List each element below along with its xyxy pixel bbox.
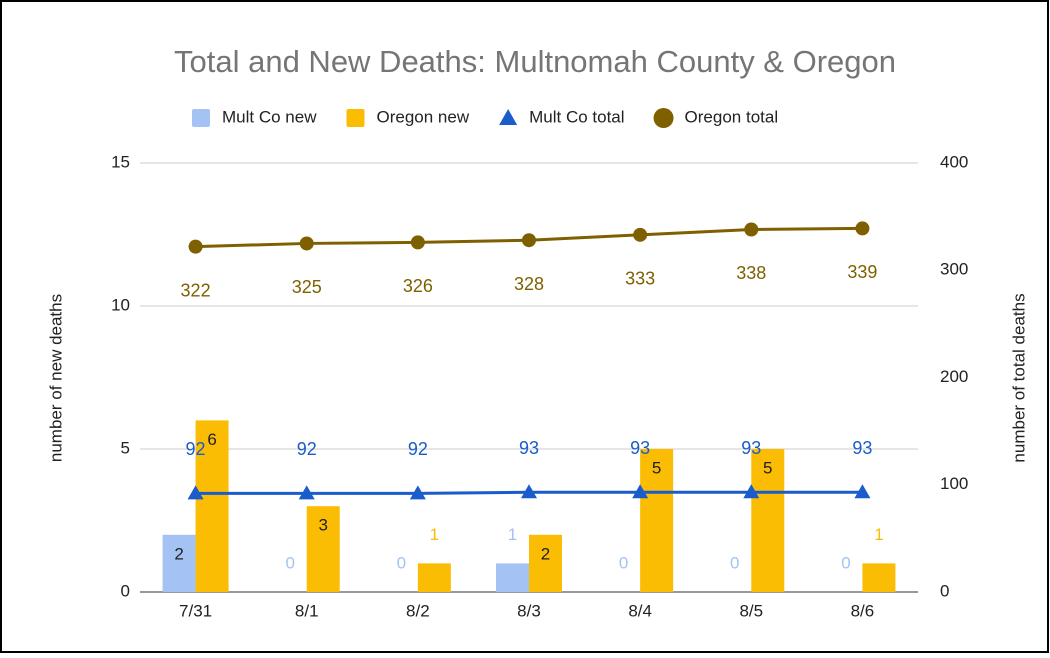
marker (187, 485, 204, 500)
y-tick-label: 10 (111, 295, 130, 314)
x-tick-label: 8/2 (406, 601, 430, 620)
marker (854, 484, 871, 499)
bar (529, 534, 562, 592)
data-label: 93 (519, 438, 539, 458)
legend-label: Oregon new (376, 107, 469, 126)
marker (410, 235, 425, 250)
data-label: 325 (292, 277, 322, 297)
marker (855, 221, 870, 236)
bar (306, 506, 340, 592)
marker (744, 222, 759, 237)
marker (188, 239, 203, 254)
legend-swatch (653, 108, 674, 128)
data-label: 92 (297, 439, 317, 459)
data-label: 326 (403, 276, 433, 296)
data-label: 339 (847, 262, 877, 282)
data-label: 1 (430, 525, 439, 544)
data-label: 6 (207, 430, 216, 449)
y-tick-label: 0 (121, 581, 130, 600)
bar (751, 449, 785, 592)
x-tick-label: 8/3 (517, 601, 541, 620)
chart-title: Total and New Deaths: Multnomah County &… (174, 44, 896, 79)
marker (521, 484, 537, 499)
marker (298, 485, 315, 500)
data-label: 2 (541, 544, 550, 563)
data-label: 0 (285, 553, 294, 572)
x-tick-label: 8/1 (295, 601, 319, 620)
y-tick-label: 5 (121, 438, 130, 457)
bar (862, 563, 896, 592)
data-label: 93 (741, 438, 761, 458)
bar (496, 563, 529, 592)
bar (640, 449, 674, 592)
bar (195, 420, 229, 592)
bar (417, 563, 451, 592)
y-axis-title: number of new deaths (46, 294, 65, 462)
x-tick-label: 8/4 (628, 601, 652, 620)
marker (299, 236, 314, 251)
data-label: 5 (763, 458, 772, 477)
data-label: 338 (736, 263, 766, 283)
y2-tick-label: 400 (940, 152, 968, 171)
y2-tick-label: 0 (940, 581, 949, 600)
bar (162, 534, 196, 592)
y2-tick-label: 100 (940, 474, 968, 493)
marker (522, 233, 536, 248)
data-label: 3 (318, 516, 327, 535)
y-tick-label: 15 (111, 152, 130, 171)
marker (633, 227, 648, 242)
data-label: 92 (408, 439, 428, 459)
data-label: 5 (652, 458, 661, 477)
legend-label: Mult Co new (222, 107, 317, 126)
data-label: 0 (397, 553, 406, 572)
marker (632, 484, 649, 499)
x-tick-label: 8/6 (851, 601, 875, 620)
data-label: 2 (174, 544, 183, 563)
marker (743, 484, 760, 499)
x-tick-label: 7/31 (179, 601, 212, 620)
data-label: 1 (874, 525, 883, 544)
legend-label: Oregon total (685, 107, 779, 126)
data-label: 0 (730, 553, 739, 572)
data-label: 93 (630, 438, 650, 458)
data-label: 322 (181, 280, 211, 300)
data-label: 333 (625, 269, 655, 289)
data-label: 0 (619, 553, 628, 572)
data-label: 328 (514, 274, 544, 294)
y2-tick-label: 300 (940, 260, 968, 279)
data-label: 0 (841, 553, 850, 572)
legend-swatch (346, 109, 365, 127)
legend-label: Mult Co total (529, 107, 624, 126)
legend-swatch (499, 109, 518, 125)
legend-swatch (192, 109, 210, 127)
data-label: 1 (508, 525, 517, 544)
marker (409, 485, 426, 500)
x-tick-label: 8/5 (739, 601, 763, 620)
y2-tick-label: 200 (940, 367, 968, 386)
data-label: 93 (852, 438, 872, 458)
y2-axis-title: number of total deaths (1009, 293, 1028, 462)
data-label: 92 (186, 439, 206, 459)
